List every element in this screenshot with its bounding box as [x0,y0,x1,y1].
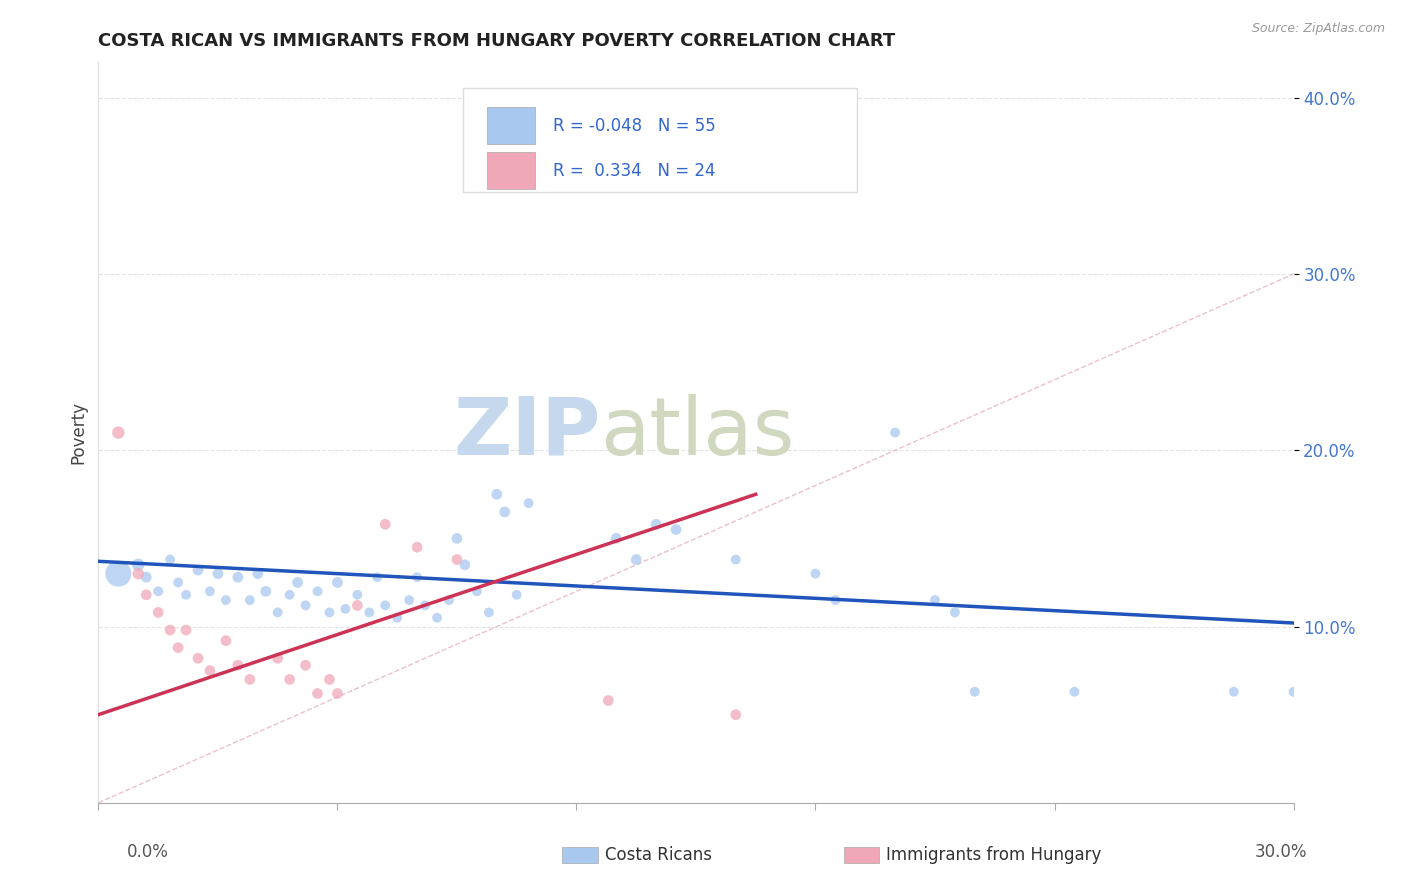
Point [127,566,149,581]
Point [307,584,329,599]
Point [159,552,181,566]
Text: COSTA RICAN VS IMMIGRANTS FROM HUNGARY POVERTY CORRELATION CHART: COSTA RICAN VS IMMIGRANTS FROM HUNGARY P… [98,32,896,50]
Point [187,651,209,665]
Point [724,707,747,722]
Point [207,566,229,581]
Text: 30.0%: 30.0% [1256,843,1308,861]
Point [267,606,290,620]
Point [278,673,301,687]
Point [413,599,436,613]
Point [1063,685,1085,699]
Point [374,599,396,613]
Text: atlas: atlas [600,393,794,472]
Point [187,563,209,577]
Point [665,523,688,537]
Point [294,658,316,673]
Point [385,610,409,624]
FancyBboxPatch shape [486,107,534,145]
Point [824,593,846,607]
Point [215,593,238,607]
Point [226,658,249,673]
Text: R = -0.048   N = 55: R = -0.048 N = 55 [553,117,716,135]
Point [626,552,648,566]
Point [246,566,269,581]
Point [226,570,249,584]
Point [159,623,181,637]
Point [406,540,429,554]
Text: Immigrants from Hungary: Immigrants from Hungary [886,846,1101,863]
Point [174,588,197,602]
Point [465,584,488,599]
Point [307,686,329,700]
Point [346,599,368,613]
Text: Costa Ricans: Costa Ricans [605,846,711,863]
Text: Source: ZipAtlas.com: Source: ZipAtlas.com [1251,22,1385,36]
Point [517,496,540,510]
Point [107,566,129,581]
Point [437,593,460,607]
Point [215,633,238,648]
Point [506,588,529,602]
Point [127,558,149,572]
FancyBboxPatch shape [486,153,534,189]
Point [148,606,170,620]
Point [107,425,129,440]
Point [1282,685,1305,699]
Text: 0.0%: 0.0% [127,843,169,861]
Point [174,623,197,637]
Point [374,517,396,532]
Point [454,558,477,572]
Point [478,606,501,620]
Text: R =  0.334   N = 24: R = 0.334 N = 24 [553,162,716,180]
Point [267,651,290,665]
Point [645,517,668,532]
Text: ZIP: ZIP [453,393,600,472]
Point [446,532,468,546]
Point [485,487,508,501]
Point [254,584,277,599]
Point [446,552,468,566]
Point [963,685,986,699]
Point [884,425,907,440]
Point [135,588,157,602]
Point [1223,685,1246,699]
Point [326,686,349,700]
Point [366,570,388,584]
Point [239,593,262,607]
Point [426,610,449,624]
Point [924,593,946,607]
Point [148,584,170,599]
Point [398,593,420,607]
Point [198,584,221,599]
Point [326,575,349,590]
Point [318,606,340,620]
Point [278,588,301,602]
Point [406,570,429,584]
Point [318,673,340,687]
Point [335,602,357,616]
Point [598,693,620,707]
Point [198,664,221,678]
Point [346,588,368,602]
Point [359,606,381,620]
Point [287,575,309,590]
Point [167,575,190,590]
Point [605,532,627,546]
Point [167,640,190,655]
Point [294,599,316,613]
Y-axis label: Poverty: Poverty [69,401,87,464]
Point [724,552,747,566]
FancyBboxPatch shape [463,88,858,192]
Point [494,505,516,519]
Point [943,606,966,620]
Point [135,570,157,584]
Point [239,673,262,687]
Point [804,566,827,581]
